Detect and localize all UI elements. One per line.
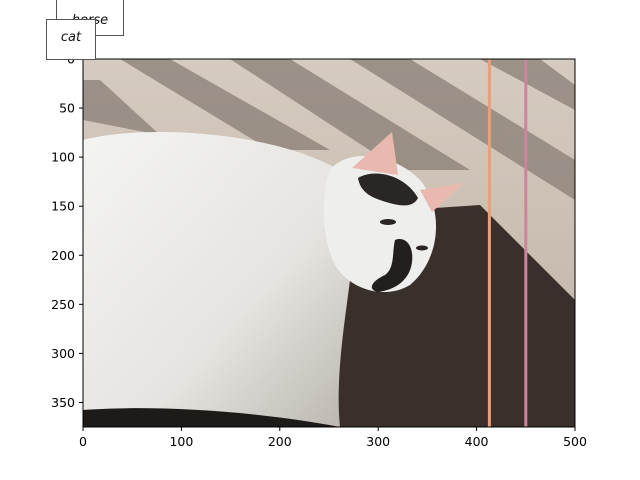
cat-eye (380, 219, 396, 225)
x-tick-label-300: 300 (366, 434, 390, 449)
y-tick-label-200: 200 (51, 248, 75, 263)
y-tick-label-50: 50 (59, 101, 75, 116)
label-text-cat: cat (60, 30, 82, 45)
cat-nose-patch (371, 239, 413, 292)
cat-photo (83, 59, 575, 427)
cat-black-patch (358, 173, 418, 206)
cat-ear-right (420, 183, 464, 212)
label-box-cat: cat (46, 19, 96, 60)
x-tick-label-400: 400 (465, 434, 489, 449)
cat-ear-left (352, 132, 398, 175)
x-tick-label-100: 100 (169, 434, 193, 449)
y-tick-label-350: 350 (51, 395, 75, 410)
y-tick-label-100: 100 (51, 150, 75, 165)
y-tick-label-300: 300 (51, 346, 75, 361)
y-tick-label-150: 150 (51, 199, 75, 214)
x-tick-label-0: 0 (79, 434, 87, 449)
x-tick-label-500: 500 (563, 434, 587, 449)
cat-tail-shadow (83, 408, 340, 427)
window-shadow-stripes (83, 59, 575, 200)
y-tick-label-250: 250 (51, 297, 75, 312)
cat-eye-2 (416, 245, 428, 251)
x-axis: 0 100 200 300 400 500 (79, 427, 587, 449)
plot-frame (82, 58, 576, 428)
cat-body (83, 132, 356, 427)
x-tick-label-200: 200 (268, 434, 292, 449)
